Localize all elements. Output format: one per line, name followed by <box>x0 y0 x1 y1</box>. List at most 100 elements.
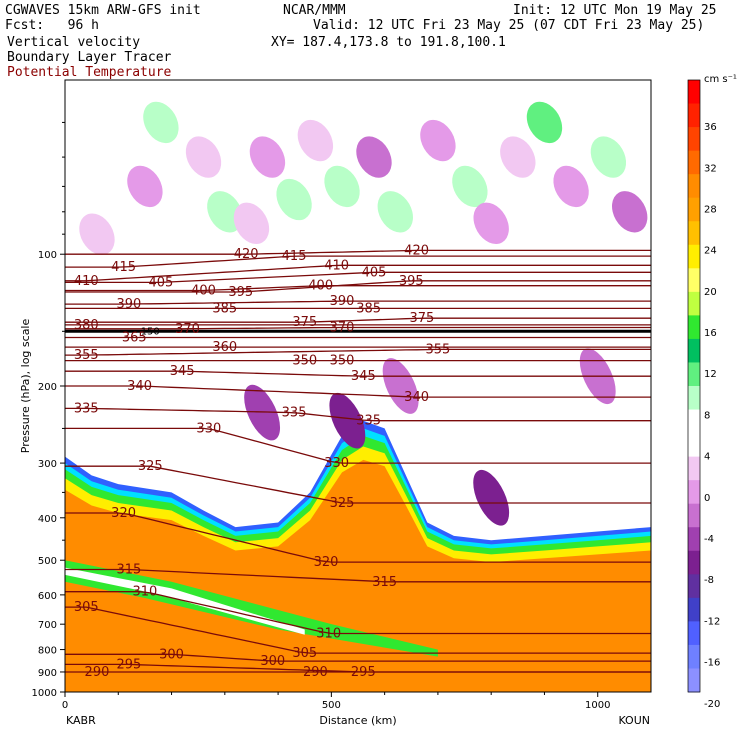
colorbar-swatch <box>688 597 700 622</box>
theta-contour-label: 405 <box>148 275 173 290</box>
theta-contour-line <box>65 348 651 356</box>
field-boundary-layer-tracer: Boundary Layer Tracer <box>7 50 172 65</box>
producer-label: NCAR/MMM <box>283 3 346 18</box>
theta-contour-label: 340 <box>404 390 429 405</box>
theta-contour-label: 365 <box>122 331 147 346</box>
colorbar-tick-label: 28 <box>704 204 717 215</box>
theta-contour-label: 380 <box>74 318 99 333</box>
theta-contour-label: 355 <box>74 348 99 363</box>
theta-contour-label: 405 <box>362 265 387 280</box>
theta-contour-label: 350 <box>330 354 355 369</box>
colorbar-swatch <box>688 291 700 316</box>
velocity-blob <box>79 213 115 255</box>
theta-contour-labels: 290 290 295 295 300 300 305 305 310 310 315 315 320 3… <box>74 243 450 680</box>
colorbar-swatch <box>688 80 700 105</box>
colorbar-tick-label: 32 <box>704 163 717 174</box>
theta-contour-line <box>65 285 651 292</box>
theta-contour-label: 295 <box>351 665 376 680</box>
theta-contour-line <box>65 385 651 398</box>
colorbar-swatch <box>688 668 700 693</box>
colorbar-swatch <box>688 503 700 528</box>
x-tick-label: 0 <box>62 700 68 711</box>
colorbar-swatch <box>688 550 700 575</box>
colorbar-swatch <box>688 315 700 340</box>
colorbar-tick-label: -20 <box>704 699 720 710</box>
colorbar-swatch <box>688 480 700 505</box>
theta-contour-line <box>65 300 651 305</box>
y-tick-label: 800 <box>38 646 57 657</box>
colorbar-tick-label: 36 <box>704 122 717 133</box>
theta-contour-label: 370 <box>175 322 200 337</box>
theta-contour-line <box>65 653 651 662</box>
theta-contour-label: 310 <box>132 585 157 600</box>
theta-contour-line <box>65 249 651 255</box>
theta-contour-line <box>65 326 651 330</box>
tracer-layer-band <box>65 560 438 657</box>
theta-contour-line <box>65 663 651 673</box>
theta-contour-label: 420 <box>234 247 259 262</box>
theta-contour-label: 305 <box>292 646 317 661</box>
colorbar-unit: cm s⁻¹ <box>704 74 737 85</box>
theta-contour-label: 350 <box>292 354 317 369</box>
y-axis-label: Pressure (hPa), log scale <box>19 319 32 454</box>
x-tick-label: 1000 <box>585 700 610 711</box>
y-tick-label: 600 <box>38 591 57 602</box>
velocity-blob <box>377 191 413 233</box>
colorbar-swatch <box>688 433 700 458</box>
theta-contour-label: 335 <box>356 414 381 429</box>
field-vertical-velocity: Vertical velocity <box>7 35 141 50</box>
theta-contour-label: 330 <box>324 456 349 471</box>
velocity-blob <box>452 165 488 208</box>
theta-contours <box>65 249 651 673</box>
colorbar-tick-label: -8 <box>704 575 714 586</box>
downdraft-feature <box>244 384 281 441</box>
theta-contour-line <box>65 255 651 268</box>
colorbar-swatch <box>688 362 700 387</box>
velocity-blob <box>207 191 243 233</box>
downdraft-feature <box>473 469 510 526</box>
velocity-blob <box>500 136 536 178</box>
theta-contour-label: 315 <box>372 575 397 590</box>
x-axis-label: Distance (km) <box>319 714 396 727</box>
colorbar-tick-label: 4 <box>704 452 710 463</box>
y-axis: 100 200 300 400 500 600 700 800 900 1000 <box>32 121 65 699</box>
velocity-blob <box>526 101 563 144</box>
theta-contour-label: 315 <box>117 562 142 577</box>
theta-contour-label: 390 <box>330 294 355 309</box>
colorbar-tick-label: -16 <box>704 658 720 669</box>
velocity-blob <box>324 165 360 208</box>
theta-contour-label: 310 <box>316 626 341 641</box>
theta-contour-label: 410 <box>324 258 349 273</box>
y-tick-label: 900 <box>38 668 57 679</box>
x-tick-label: 500 <box>322 700 341 711</box>
velocity-blob <box>249 136 286 178</box>
theta-contour-label: 420 <box>404 243 429 258</box>
velocity-blob <box>143 101 179 144</box>
y-tick-label: 200 <box>38 382 57 393</box>
velocity-blob <box>590 136 627 178</box>
velocity-blob <box>473 202 509 244</box>
theta-contour-line <box>65 407 651 422</box>
theta-contour-line <box>65 465 651 504</box>
velocity-blob <box>185 136 222 178</box>
theta-contour-label: 345 <box>351 369 376 384</box>
y-tick-label: 700 <box>38 620 57 631</box>
velocity-blob <box>356 136 392 178</box>
theta-contour-label: 335 <box>74 401 99 416</box>
colorbar-tick-label: -4 <box>704 534 714 545</box>
velocity-blob <box>276 178 312 221</box>
theta-contour-label: 320 <box>111 506 136 521</box>
colorbar-frame <box>687 79 701 693</box>
theta-contour-label: 290 <box>303 665 328 680</box>
theta-contour-label: 295 <box>117 657 142 672</box>
left-endpoint-label: KABR <box>66 714 96 727</box>
colorbar-swatch <box>688 103 700 128</box>
colorbar-swatch <box>688 244 700 269</box>
init-time: Init: 12 UTC Mon 19 May 25 <box>513 3 717 18</box>
colorbar-swatch <box>688 338 700 363</box>
velocity-blob <box>553 165 589 208</box>
theta-contour-label: 395 <box>399 274 424 289</box>
colorbar-tick-label: 16 <box>704 328 717 339</box>
theta-contour-line <box>65 427 651 464</box>
